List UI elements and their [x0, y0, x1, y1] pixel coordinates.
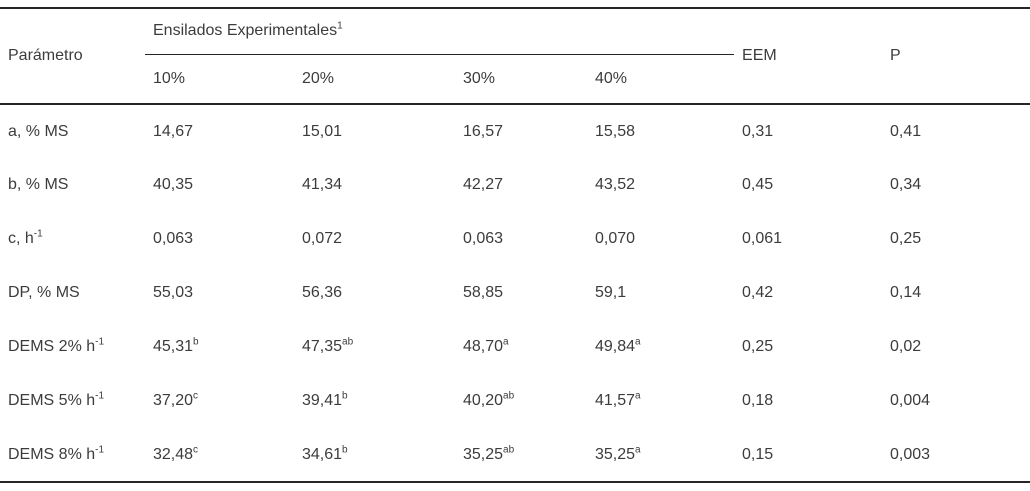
table-row: DEMS 2% h-1 45,31b 47,35ab 48,70a 49,84a…: [0, 320, 1030, 374]
param-cell: b, % MS: [8, 176, 69, 193]
value-cell: 41,34: [302, 176, 343, 193]
value-cell: 16,57: [463, 122, 504, 140]
value-cell: 42,27: [463, 176, 504, 193]
value-cell: 35,25a: [595, 444, 641, 463]
value-cell: 15,01: [302, 122, 343, 140]
value-cell: 37,20c: [153, 390, 199, 409]
value-cell: 32,48c: [153, 444, 199, 463]
param-cell: DEMS 8% h-1: [8, 444, 105, 463]
value-cell: 34,61b: [302, 444, 348, 463]
value-cell: 14,67: [153, 122, 194, 140]
value-cell: 47,35ab: [302, 336, 354, 355]
value-cell: 0,072: [302, 230, 343, 247]
table-row: DEMS 8% h-1 32,48c 34,61b 35,25ab 35,25a…: [0, 428, 1030, 482]
col-header-40pct: 40%: [587, 54, 735, 105]
eem-cell: 0,15: [742, 445, 774, 463]
group-header-label: Ensilados Experimentales: [153, 22, 338, 40]
table-row: DEMS 5% h-1 37,20c 39,41b 40,20ab 41,57a…: [0, 374, 1030, 428]
p-header: P: [882, 8, 1030, 105]
results-table: Parámetro Ensilados Experimentales1 EEM …: [0, 7, 1030, 483]
param-cell: c, h-1: [8, 228, 43, 247]
value-cell: 40,35: [153, 176, 194, 193]
param-cell: DEMS 2% h-1: [8, 336, 105, 355]
p-cell: 0,34: [890, 176, 922, 193]
table-row: c, h-1 0,063 0,072 0,063 0,070 0,061 0,2…: [0, 212, 1030, 266]
value-cell: 35,25ab: [463, 444, 515, 463]
p-cell: 0,004: [890, 392, 931, 409]
value-cell: 45,31b: [153, 336, 199, 355]
value-cell: 56,36: [302, 284, 343, 301]
group-header: Ensilados Experimentales1: [145, 8, 735, 55]
value-cell: 40,20ab: [463, 390, 515, 409]
value-cell: 58,85: [463, 284, 504, 301]
p-cell: 0,41: [890, 122, 922, 140]
eem-cell: 0,31: [742, 122, 774, 140]
value-cell: 49,84a: [595, 336, 641, 355]
header-row-group: Parámetro Ensilados Experimentales1 EEM …: [0, 8, 1030, 105]
value-cell: 43,52: [595, 176, 636, 193]
value-cell: 48,70a: [463, 336, 509, 355]
col-header-20pct: 20%: [294, 54, 455, 105]
p-cell: 0,02: [890, 338, 922, 355]
col-header-30pct: 30%: [455, 54, 587, 105]
col-header-10pct: 10%: [145, 54, 294, 105]
eem-cell: 0,18: [742, 392, 774, 409]
eem-cell: 0,25: [742, 338, 774, 355]
param-cell: DP, % MS: [8, 284, 80, 301]
eem-cell: 0,061: [742, 230, 783, 247]
param-cell: DEMS 5% h-1: [8, 390, 105, 409]
p-cell: 0,25: [890, 230, 922, 247]
table-row: b, % MS 40,35 41,34 42,27 43,52 0,45 0,3…: [0, 158, 1030, 212]
value-cell: 59,1: [595, 284, 627, 301]
eem-cell: 0,42: [742, 284, 774, 301]
value-cell: 41,57a: [595, 390, 641, 409]
value-cell: 55,03: [153, 284, 194, 301]
value-cell: 39,41b: [302, 390, 348, 409]
eem-header: EEM: [734, 8, 883, 105]
table-row: DP, % MS 55,03 56,36 58,85 59,1 0,42 0,1…: [0, 266, 1030, 320]
param-header: Parámetro: [0, 8, 145, 105]
value-cell: 0,063: [153, 230, 194, 247]
header-row-levels: 10% 20% 30% 40%: [0, 54, 1030, 105]
table-row: a, % MS 14,67 15,01 16,57 15,58 0,31 0,4…: [0, 104, 1030, 158]
value-cell: 0,063: [463, 230, 504, 247]
param-cell: a, % MS: [8, 122, 69, 140]
group-header-footnote-marker: 1: [337, 20, 343, 32]
p-cell: 0,14: [890, 284, 922, 301]
value-cell: 15,58: [595, 122, 636, 140]
p-cell: 0,003: [890, 445, 931, 463]
eem-cell: 0,45: [742, 176, 774, 193]
value-cell: 0,070: [595, 230, 636, 247]
